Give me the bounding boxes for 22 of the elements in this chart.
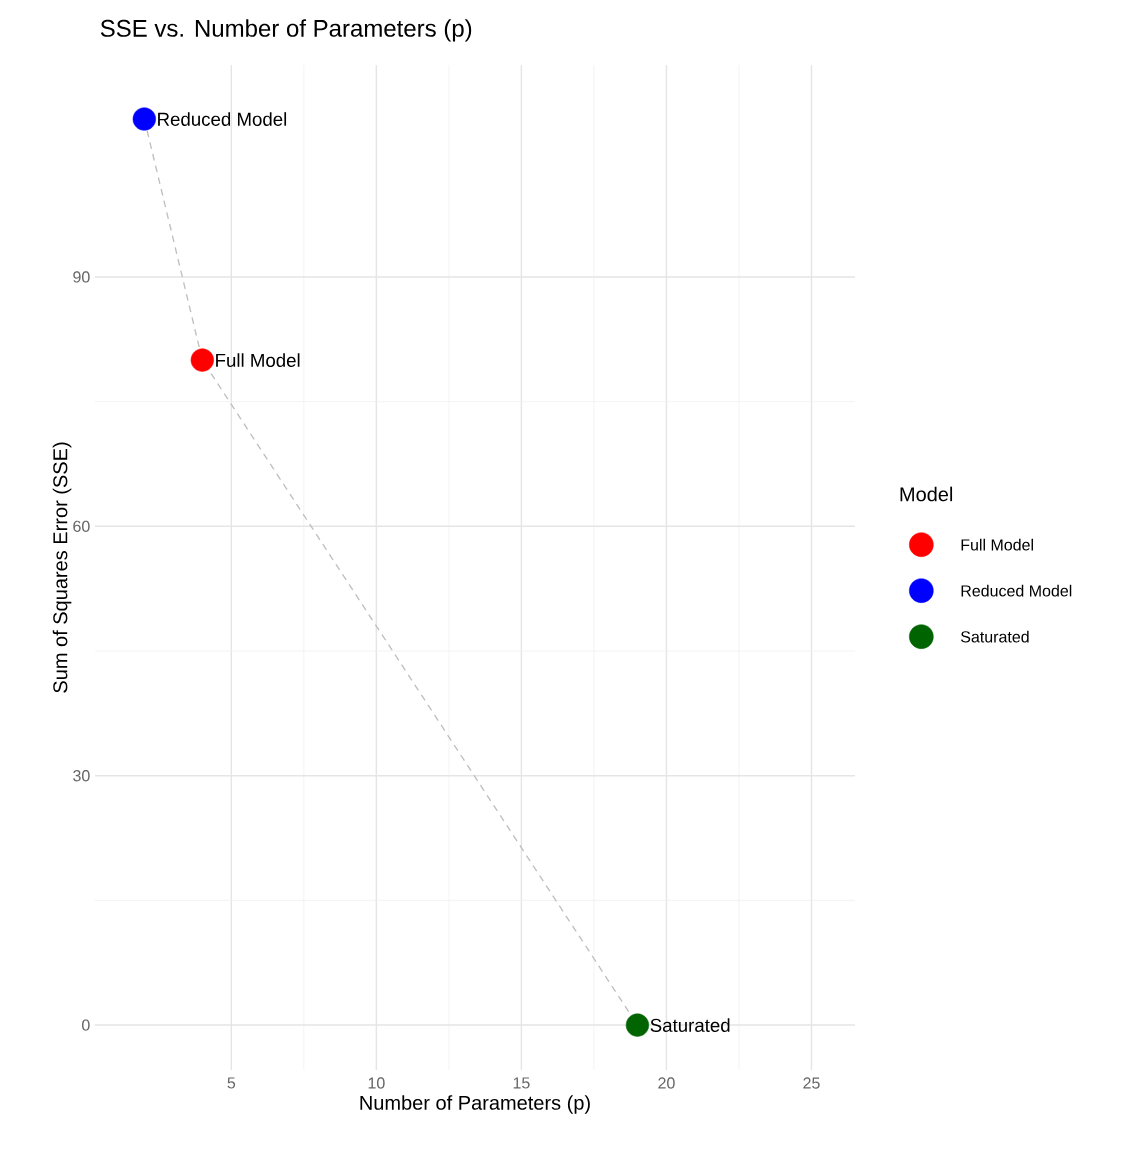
- point: [190, 348, 214, 372]
- y-tick-label: 90: [73, 271, 90, 283]
- annotation: Reduced Model: [158, 112, 287, 126]
- y-tick-label: 30: [73, 770, 90, 782]
- point: [132, 107, 156, 131]
- legend-label: Reduced Model: [961, 584, 1072, 597]
- legend-title: Model: [900, 486, 953, 502]
- annotation: Full Model: [216, 353, 300, 367]
- legend-label: Saturated: [961, 630, 1029, 643]
- x-axis-title: Number of Parameters (p): [360, 1095, 590, 1114]
- x-tick-label: 15: [513, 1077, 530, 1089]
- legend-label: Full Model: [961, 538, 1033, 551]
- y-tick-label: 0: [82, 1019, 90, 1031]
- x-tick-label: 5: [227, 1077, 236, 1089]
- y-axis-title: Sum of Squares Error (SSE): [52, 442, 72, 693]
- x-tick-label: 10: [368, 1077, 385, 1089]
- annotation: Saturated: [650, 1018, 730, 1032]
- point: [625, 1013, 650, 1037]
- x-tick-label: 20: [658, 1077, 675, 1089]
- x-tick-label: 25: [803, 1077, 820, 1089]
- chart-title: SSE vs. Number of Parameters (p): [100, 19, 472, 42]
- y-tick-label: 60: [73, 520, 90, 532]
